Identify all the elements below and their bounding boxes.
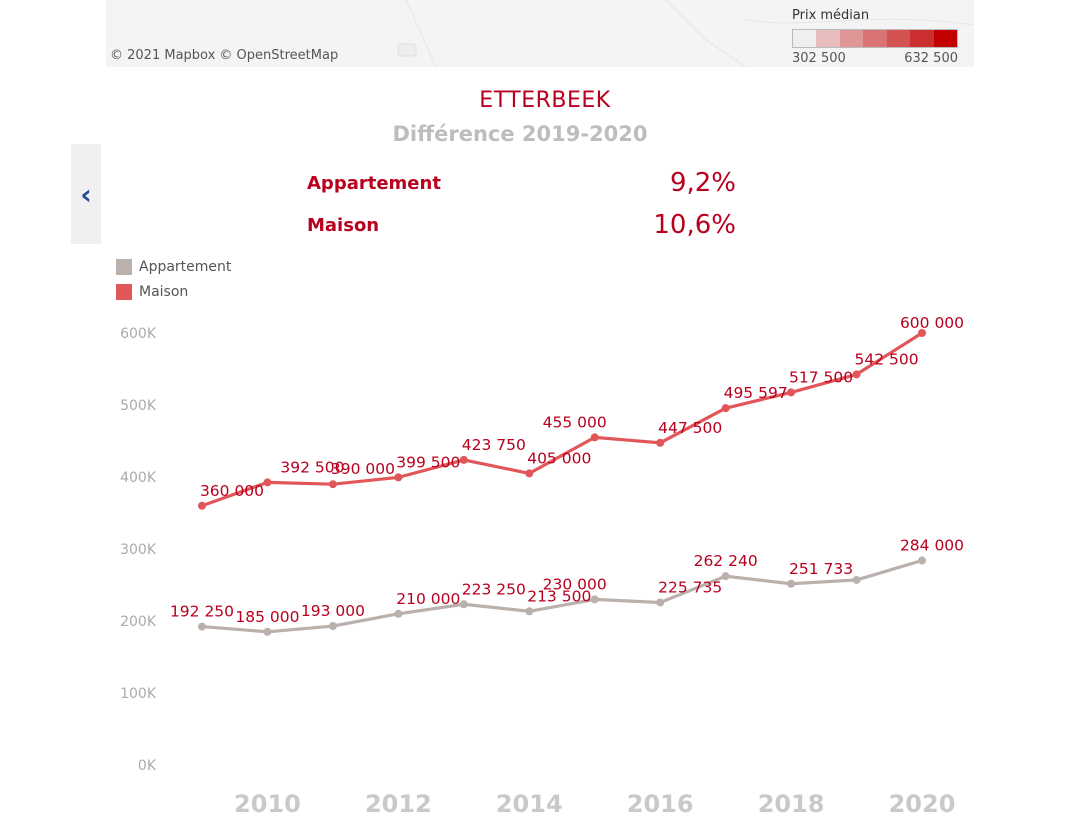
color-ramp <box>792 29 958 48</box>
data-point-maison <box>328 480 337 489</box>
data-label-maison: 600 000 <box>900 314 964 332</box>
color-legend-title: Prix médian <box>792 8 870 23</box>
data-point-appartement <box>721 572 730 581</box>
data-label-appartement: 284 000 <box>900 537 964 555</box>
legend-label-appartement: Appartement <box>139 258 232 275</box>
back-button[interactable]: ‹ <box>71 144 101 244</box>
data-label-maison: 423 750 <box>462 436 526 454</box>
color-ramp-step <box>793 30 817 47</box>
data-label-maison: 542 500 <box>854 350 918 368</box>
data-label-appartement: 225 735 <box>658 578 722 596</box>
legend-swatch-appartement <box>116 258 132 275</box>
price-color-legend: Prix médian 302 500 632 500 <box>792 8 962 66</box>
data-label-maison: 455 000 <box>543 413 607 431</box>
legend-label-maison: Maison <box>139 283 189 300</box>
data-point-maison <box>852 370 861 379</box>
legend-item-maison[interactable]: Maison <box>116 279 231 304</box>
x-tick-label: 2014 <box>496 790 563 818</box>
data-label-appartement: 193 000 <box>301 602 365 620</box>
x-tick-label: 2012 <box>365 790 432 818</box>
difference-subtitle: Différence 2019-2020 <box>392 122 648 146</box>
data-point-maison <box>394 473 403 482</box>
data-label-appartement: 230 000 <box>543 575 607 593</box>
data-point-maison <box>198 501 206 510</box>
data-point-appartement <box>787 579 796 588</box>
legend-item-appartement[interactable]: Appartement <box>116 254 231 279</box>
data-label-maison: 517 500 <box>789 368 853 386</box>
y-tick-label: 0K <box>138 758 157 774</box>
data-label-appartement: 192 250 <box>170 603 234 621</box>
data-point-maison <box>459 455 468 464</box>
data-point-appartement <box>852 575 861 584</box>
map-background <box>397 0 974 67</box>
data-point-appartement <box>459 600 468 609</box>
x-tick-label: 2010 <box>234 790 301 818</box>
data-label-appartement: 185 000 <box>235 608 299 626</box>
legend-swatch-maison <box>116 283 132 300</box>
data-point-appartement <box>263 627 272 636</box>
data-point-appartement <box>656 598 665 607</box>
commune-title: ETTERBEEK <box>479 88 611 113</box>
data-point-maison <box>263 478 272 487</box>
series-legend: Appartement Maison <box>116 254 231 304</box>
color-legend-max: 632 500 <box>904 51 958 66</box>
map-attribution[interactable]: © 2021 Mapbox © OpenStreetMap <box>110 48 339 63</box>
color-ramp-step <box>910 30 934 47</box>
x-tick-label: 2020 <box>889 790 956 818</box>
data-point-appartement <box>198 622 206 631</box>
data-point-maison <box>918 329 926 337</box>
map-panel[interactable]: © 2021 Mapbox © OpenStreetMap Prix média… <box>106 0 974 67</box>
data-point-appartement <box>525 607 534 616</box>
diff-label-appartement: Appartement <box>307 173 441 194</box>
x-tick-label: 2016 <box>627 790 694 818</box>
color-ramp-step <box>933 30 957 47</box>
series-line-maison <box>201 331 923 508</box>
data-label-maison: 392 500 <box>280 458 344 476</box>
color-legend-min: 302 500 <box>792 51 846 66</box>
data-label-maison: 447 500 <box>658 419 722 437</box>
data-point-appartement <box>590 595 599 604</box>
data-label-maison: 390 000 <box>331 460 395 478</box>
data-label-maison: 405 000 <box>527 449 591 467</box>
y-tick-label: 600K <box>120 326 157 342</box>
data-label-appartement: 223 250 <box>462 580 526 598</box>
data-point-maison <box>721 404 730 413</box>
data-point-maison <box>787 388 796 397</box>
series-line-appartement <box>201 558 923 634</box>
data-label-maison: 360 000 <box>200 482 264 500</box>
diff-value-appartement: 9,2% <box>669 168 736 198</box>
data-label-appartement: 213 500 <box>527 587 591 605</box>
data-label-appartement: 251 733 <box>789 560 853 578</box>
y-tick-label: 500K <box>120 398 157 414</box>
data-label-appartement: 262 240 <box>694 552 758 570</box>
y-tick-label: 200K <box>120 614 157 630</box>
color-ramp-step <box>816 30 840 47</box>
data-point-maison <box>525 469 534 478</box>
color-ramp-step <box>839 30 864 47</box>
data-label-maison: 399 500 <box>396 453 460 471</box>
color-ramp-step <box>863 30 887 47</box>
data-label-maison: 495 597 <box>724 384 788 402</box>
data-point-appartement <box>328 622 337 631</box>
data-point-maison <box>590 433 599 442</box>
y-tick-label: 400K <box>120 470 157 486</box>
data-point-maison <box>656 438 665 447</box>
data-point-appartement <box>918 556 926 565</box>
y-tick-label: 300K <box>120 542 157 558</box>
data-label-appartement: 210 000 <box>396 590 460 608</box>
diff-label-maison: Maison <box>307 215 380 236</box>
color-ramp-step <box>886 30 911 47</box>
x-tick-label: 2018 <box>758 790 825 818</box>
diff-value-maison: 10,6% <box>653 210 736 240</box>
data-point-appartement <box>394 609 403 618</box>
chevron-left-icon: ‹ <box>80 177 92 211</box>
y-tick-label: 100K <box>120 686 157 702</box>
